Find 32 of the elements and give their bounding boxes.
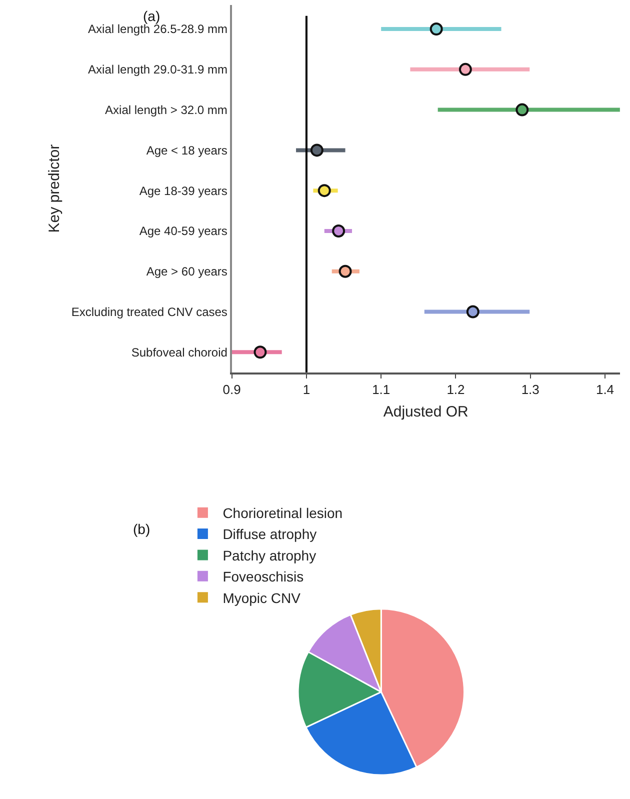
- y-tick-label: Age < 18 years: [146, 143, 228, 158]
- y-tick-label: Excluding treated CNV cases: [71, 304, 228, 319]
- y-tick-label: Axial length > 32.0 mm: [105, 103, 228, 118]
- point: [516, 103, 529, 116]
- point: [430, 22, 443, 36]
- legend-label: Diffuse atrophy: [222, 526, 317, 542]
- point: [332, 224, 346, 238]
- legend-label: Chorioretinal lesion: [222, 505, 343, 522]
- legend-label: Patchy atrophy: [222, 547, 316, 564]
- legend-label: Myopic CNV: [222, 590, 302, 606]
- x-axis-title: Adjusted OR: [383, 403, 469, 420]
- x-tick-label: 1.1: [372, 382, 390, 397]
- legend-label: Foveoschisis: [222, 568, 304, 585]
- point: [338, 264, 352, 278]
- x-tick-label: 1: [302, 382, 310, 397]
- point: [458, 62, 472, 76]
- x-tick-label: 1.2: [446, 382, 465, 397]
- x-tick-label: 0.9: [222, 382, 241, 397]
- point: [310, 144, 324, 157]
- y-tick-label: Age > 60 years: [146, 264, 228, 279]
- x-tick-label: 1.3: [521, 382, 540, 397]
- y-axis-title: Key predictor: [46, 144, 64, 233]
- point: [318, 184, 331, 198]
- chart-title: (a): [143, 8, 160, 24]
- y-tick-label: Age 40-59 years: [139, 224, 228, 238]
- point: [254, 346, 267, 359]
- y-tick-label: Axial length 29.0-31.9 mm: [88, 62, 228, 77]
- point: [466, 305, 480, 318]
- y-tick-label: Age 18-39 years: [139, 184, 228, 198]
- x-tick-label: 1.4: [596, 382, 614, 397]
- text: (b): [133, 521, 150, 537]
- y-tick-label: Subfoveal choroid: [131, 345, 228, 360]
